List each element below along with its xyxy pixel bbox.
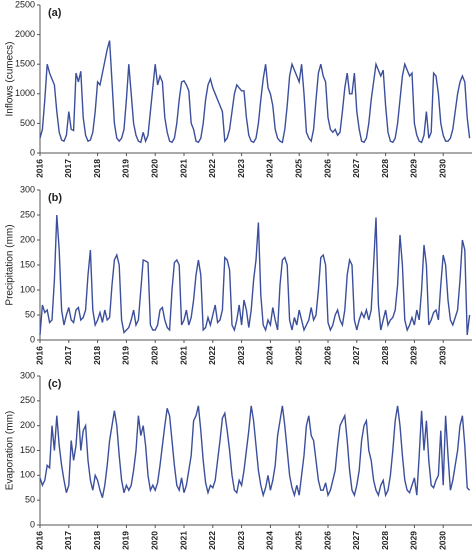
y-tick-label: 2500: [15, 0, 35, 9]
panel-label: (c): [48, 378, 62, 390]
x-tick-label: 2020: [149, 531, 159, 550]
x-tick-label: 2016: [34, 346, 44, 365]
y-tick-label: 250: [20, 209, 35, 219]
x-tick-label: 2023: [236, 531, 246, 550]
x-tick-label: 2029: [409, 159, 419, 178]
panel-label: (b): [48, 192, 62, 204]
x-tick-label: 2026: [322, 159, 332, 178]
y-tick-label: 100: [20, 284, 35, 294]
x-tick-label: 2029: [409, 346, 419, 365]
x-tick-label: 2019: [121, 346, 131, 365]
panel-label: (a): [48, 7, 62, 19]
y-tick-label: 0: [30, 334, 35, 344]
y-tick-label: 1000: [15, 88, 35, 98]
x-tick-label: 2024: [265, 346, 275, 365]
y-tick-label: 50: [25, 495, 35, 505]
x-tick-label: 2021: [178, 531, 188, 550]
y-tick-label: 200: [20, 420, 35, 430]
x-tick-label: 2022: [207, 159, 217, 178]
x-tick-label: 2024: [265, 531, 275, 550]
y-tick-label: 0: [30, 519, 35, 529]
x-tick-label: 2022: [207, 346, 217, 365]
x-tick-label: 2019: [121, 159, 131, 178]
y-tick-label: 250: [20, 395, 35, 405]
x-tick-label: 2017: [63, 531, 73, 550]
x-tick-label: 2026: [322, 346, 332, 365]
x-tick-label: 2018: [92, 346, 102, 365]
x-tick-label: 2028: [380, 346, 390, 365]
x-tick-label: 2030: [437, 531, 447, 550]
data-line: [39, 214, 471, 336]
x-tick-label: 2016: [34, 159, 44, 178]
data-line: [39, 40, 471, 144]
x-tick-label: 2028: [380, 531, 390, 550]
y-tick-label: 150: [20, 445, 35, 455]
x-tick-label: 2023: [236, 346, 246, 365]
y-tick-label: 0: [30, 147, 35, 157]
x-tick-label: 2018: [92, 531, 102, 550]
y-tick-label: 500: [20, 118, 35, 128]
x-tick-label: 2020: [149, 159, 159, 178]
x-tick-label: 2021: [178, 159, 188, 178]
x-tick-label: 2025: [293, 159, 303, 178]
y-axis-title: Inflows (cumecs): [5, 41, 16, 116]
x-tick-label: 2029: [409, 531, 419, 550]
x-tick-label: 2021: [178, 346, 188, 365]
y-tick-label: 150: [20, 259, 35, 269]
y-tick-label: 50: [25, 309, 35, 319]
x-tick-label: 2017: [63, 346, 73, 365]
x-tick-label: 2022: [207, 531, 217, 550]
x-tick-label: 2016: [34, 531, 44, 550]
y-axis-title: Evaporation (mm): [5, 411, 16, 490]
x-tick-label: 2028: [380, 159, 390, 178]
x-tick-label: 2027: [351, 159, 361, 178]
x-tick-label: 2027: [351, 346, 361, 365]
x-tick-label: 2025: [293, 531, 303, 550]
y-tick-label: 1500: [15, 59, 35, 69]
x-tick-label: 2024: [265, 159, 275, 178]
y-tick-label: 2000: [15, 29, 35, 39]
x-tick-label: 2018: [92, 159, 102, 178]
x-tick-label: 2017: [63, 159, 73, 178]
x-tick-label: 2030: [437, 159, 447, 178]
x-tick-label: 2020: [149, 346, 159, 365]
x-tick-label: 2019: [121, 531, 131, 550]
x-tick-label: 2023: [236, 159, 246, 178]
x-tick-label: 2027: [351, 531, 361, 550]
x-tick-label: 2030: [437, 346, 447, 365]
y-tick-label: 100: [20, 470, 35, 480]
x-tick-label: 2025: [293, 346, 303, 365]
y-tick-label: 300: [20, 370, 35, 380]
y-tick-label: 200: [20, 234, 35, 244]
y-tick-label: 300: [20, 184, 35, 194]
y-axis-title: Precipitation (mm): [5, 224, 16, 305]
data-line: [39, 405, 471, 498]
x-tick-label: 2026: [322, 531, 332, 550]
